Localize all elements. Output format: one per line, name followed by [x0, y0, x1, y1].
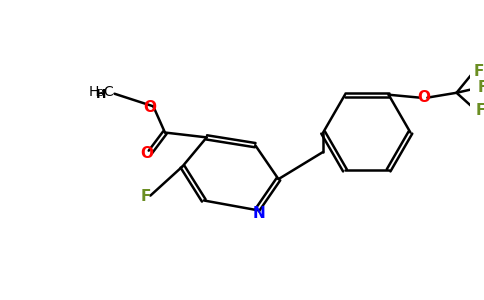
Text: H₃C: H₃C [89, 85, 115, 99]
Text: O: O [143, 100, 156, 115]
Text: F: F [478, 80, 484, 95]
Text: F: F [140, 189, 151, 204]
Text: F: F [474, 64, 484, 79]
Text: O: O [417, 90, 430, 105]
Text: O: O [140, 146, 153, 161]
Text: H: H [96, 88, 107, 101]
Text: N: N [253, 206, 265, 220]
Text: F: F [476, 103, 484, 118]
